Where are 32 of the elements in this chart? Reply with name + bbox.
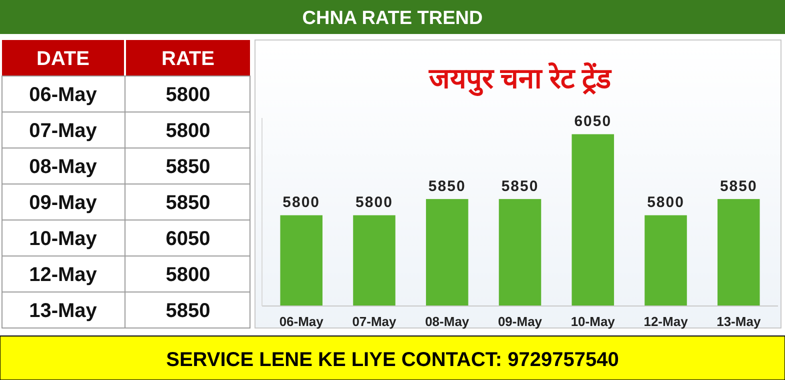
text: SERVICE LENE KE LIYE CONTACT: 9729757540 xyxy=(166,349,619,371)
x-tick-label: 07-May xyxy=(352,314,398,329)
category-label: 07-May xyxy=(29,120,98,142)
data-label: 5800 xyxy=(356,194,393,212)
data-label: 5850 xyxy=(720,178,758,196)
data-label: 5800 xyxy=(166,120,210,142)
data-label: 5850 xyxy=(501,178,539,196)
text: RATE xyxy=(162,48,214,70)
category-label: 09-May xyxy=(29,192,98,214)
data-label: 6050 xyxy=(166,228,210,250)
category-label: 12-May xyxy=(29,264,98,286)
x-tick-label: 06-May xyxy=(279,314,324,329)
data-label: 5800 xyxy=(282,194,320,212)
category-label: 06-May xyxy=(29,84,98,106)
data-label: 5800 xyxy=(166,84,210,106)
chart-subtitle: जयपुर चना रेट ट्रेंड xyxy=(428,62,612,96)
x-tick-label: 09-May xyxy=(498,314,543,329)
category-label: 08-May xyxy=(29,156,98,178)
chart-title: CHNA RATE TREND xyxy=(302,8,483,29)
data-label: 5850 xyxy=(166,300,210,322)
x-tick-label: 10-May xyxy=(570,314,616,329)
text: DATE xyxy=(36,48,90,70)
data-label: 5800 xyxy=(647,194,684,212)
x-tick-label: 08-May xyxy=(425,314,470,329)
data-label: 5800 xyxy=(166,264,210,286)
data-label: 6050 xyxy=(574,113,612,130)
data-label: 5850 xyxy=(428,178,466,196)
x-tick-label: 12-May xyxy=(644,314,689,329)
data-label: 5850 xyxy=(166,156,210,178)
data-label: 5850 xyxy=(166,192,210,214)
x-tick-label: 13-May xyxy=(716,314,762,329)
category-label: 10-May xyxy=(29,228,98,250)
